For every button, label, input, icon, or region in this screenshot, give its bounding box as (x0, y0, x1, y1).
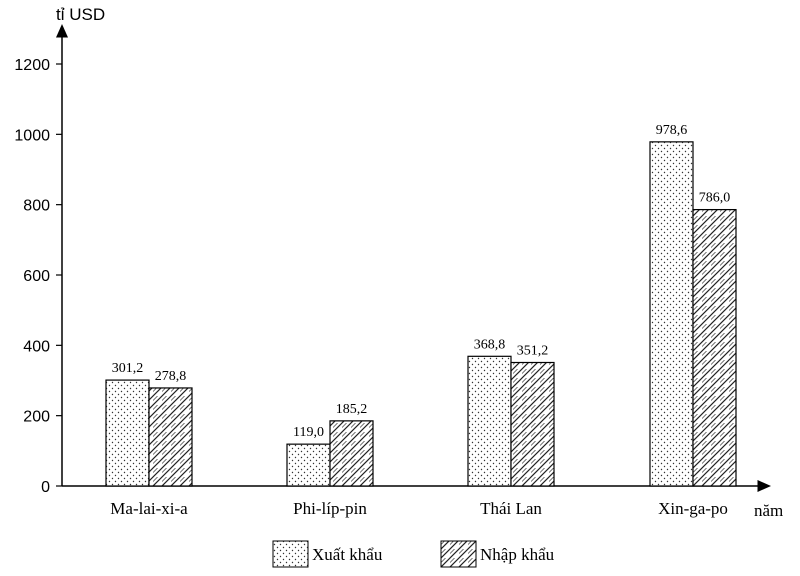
category-label: Phi-líp-pin (293, 499, 367, 518)
bar-nhap-khau (510, 361, 555, 487)
data-label: 978,6 (656, 123, 688, 138)
data-label: 351,2 (517, 343, 549, 358)
bar-nhap-khau (692, 208, 737, 487)
data-label: 119,0 (293, 425, 324, 440)
data-label: 368,8 (474, 337, 506, 352)
data-label: 301,2 (112, 361, 144, 376)
y-tick-label: 0 (41, 479, 50, 496)
legend-swatch-nhap-khau (440, 540, 477, 568)
legend-swatch-xuat-khau (272, 540, 309, 568)
legend-label-nhap-khau: Nhập khẩu (480, 545, 555, 564)
data-label: 278,8 (155, 369, 187, 384)
bar-xuat-khau (286, 443, 331, 487)
bar-xuat-khau (467, 355, 512, 487)
category-labels: Ma-lai-xi-a Phi-líp-pin Thái Lan Xin-ga-po (110, 499, 728, 518)
category-label: Thái Lan (480, 499, 542, 518)
x-axis-title: năm (754, 501, 783, 520)
y-tick-label: 200 (23, 409, 50, 426)
bar-nhap-khau (148, 387, 193, 487)
legend: Xuất khẩu Nhập khẩu (272, 540, 555, 568)
y-axis-title: tỉ USD (56, 5, 105, 24)
bar-xuat-khau (105, 379, 150, 487)
bar-nhap-khau (329, 420, 374, 487)
bar-xuat-khau (649, 141, 694, 487)
y-tick-label: 600 (23, 268, 50, 285)
legend-label-xuat-khau: Xuất khẩu (312, 545, 383, 564)
y-tick-label: 400 (23, 338, 50, 355)
bars-group: 301,2 278,8 119,0 185,2 368,8 351,2 978,6 786,0 (105, 123, 737, 487)
category-label: Ma-lai-xi-a (110, 499, 188, 518)
y-tick-label: 800 (23, 198, 50, 215)
y-tick-label: 1000 (14, 127, 50, 144)
y-tick-label: 1200 (14, 57, 50, 74)
data-label: 185,2 (336, 402, 368, 417)
category-label: Xin-ga-po (658, 499, 728, 518)
y-ticks: 0 200 400 600 800 1000 1200 (14, 57, 62, 496)
data-label: 786,0 (699, 191, 731, 206)
